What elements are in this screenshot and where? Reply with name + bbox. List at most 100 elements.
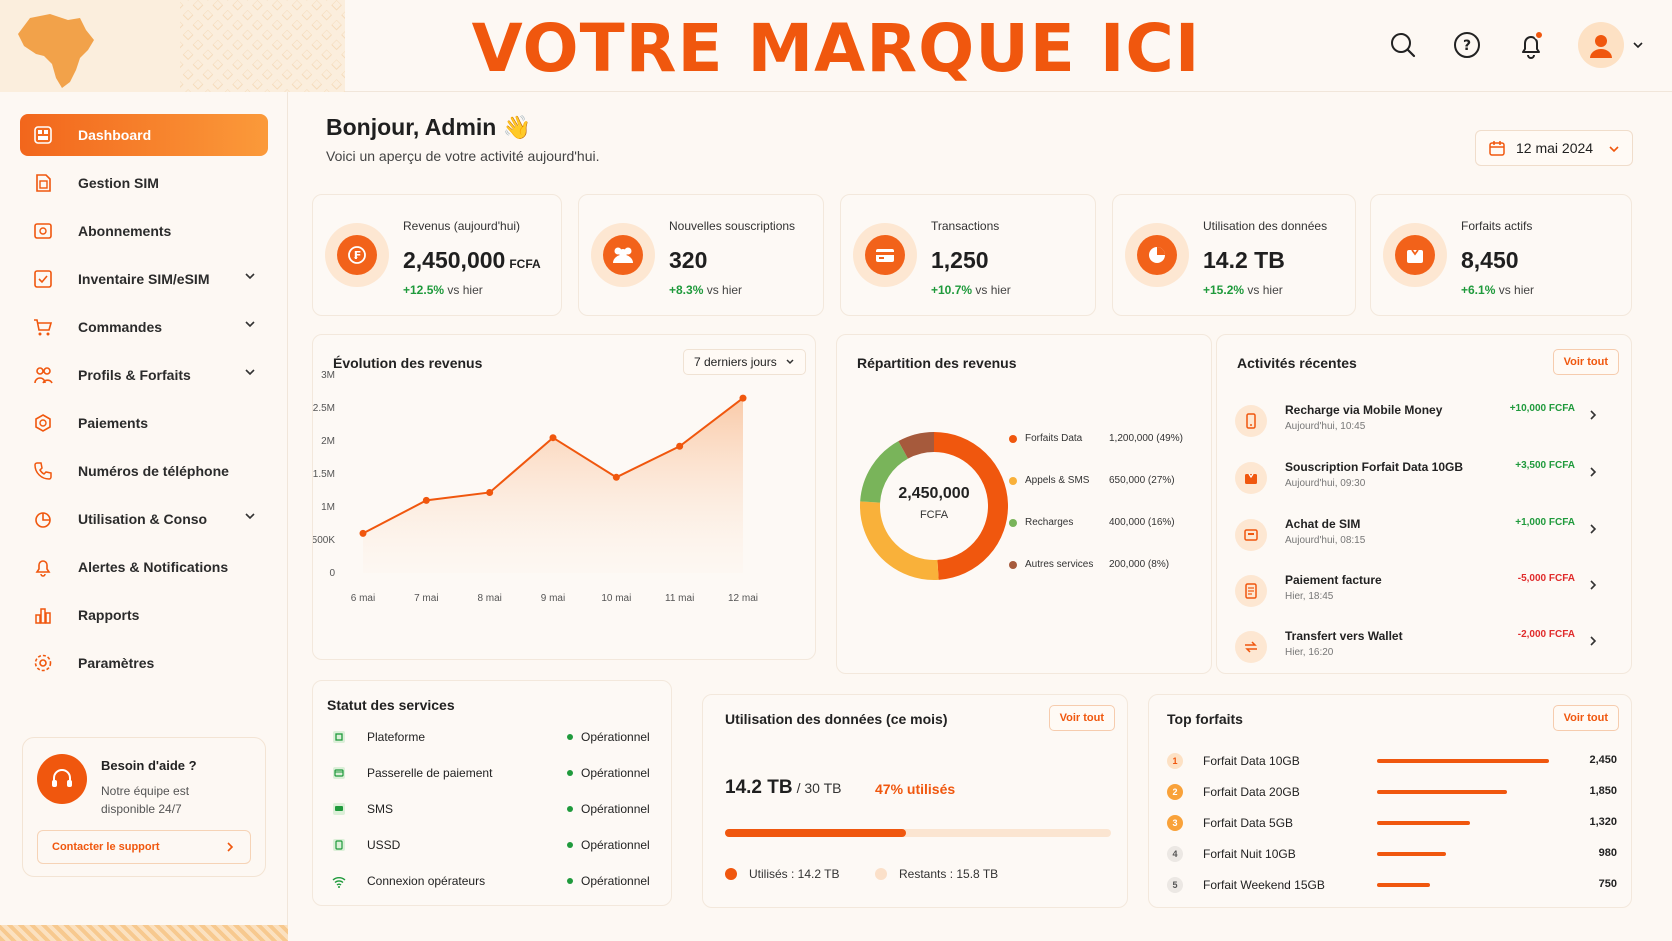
phone-icon <box>32 460 54 482</box>
africa-logo-icon <box>18 0 345 92</box>
forfait-value: 2,450 <box>1589 754 1617 766</box>
forfait-name: Forfait Nuit 10GB <box>1203 847 1296 861</box>
activities-title: Activités récentes <box>1237 355 1357 371</box>
rank-badge: 4 <box>1167 846 1183 862</box>
sidebar-item-utilisation[interactable]: Utilisation & Conso <box>20 498 268 540</box>
server-icon <box>333 731 345 743</box>
sidebar-item-gestion-sim[interactable]: Gestion SIM <box>20 162 268 204</box>
chevron-down-icon <box>1609 146 1619 153</box>
legend-label: Utilisés : 14.2 TB <box>749 867 840 881</box>
activity-time: Aujourd'hui, 09:30 <box>1285 478 1366 489</box>
service-name: USSD <box>367 838 401 852</box>
sidebar-item-alertes[interactable]: Alertes & Notifications <box>20 546 268 588</box>
service-status-label: Opérationnel <box>581 802 650 816</box>
donut-legend-item: Forfaits Data 1,200,000 (49%) <box>1009 433 1183 444</box>
activities-see-all-button[interactable]: Voir tout <box>1552 349 1619 375</box>
y-tick-label: 1M <box>321 502 335 513</box>
kpi-delta-value: +8.3% <box>669 283 704 297</box>
sidebar-item-abonnements[interactable]: Abonnements <box>20 210 268 252</box>
legend-dot <box>1009 476 1017 485</box>
x-tick-label: 8 mai <box>477 593 501 604</box>
service-status: Opérationnel <box>567 766 650 780</box>
sidebar-item-label: Utilisation & Conso <box>78 511 208 527</box>
chevron-down-icon[interactable] <box>244 366 256 378</box>
activity-item[interactable]: Paiement facture Hier, 18:45 -5,000 FCFA <box>1229 567 1609 623</box>
date-picker[interactable]: 12 mai 2024 <box>1475 130 1633 166</box>
chevron-down-icon[interactable] <box>244 270 256 282</box>
kpi-card-donnees: Utilisation des données 14.2 TB +15.2% v… <box>1112 194 1356 316</box>
page-title: Bonjour, Admin 👋 <box>326 114 532 140</box>
usage-legend-used: Utilisés : 14.2 TB <box>725 867 839 881</box>
activity-title: Souscription Forfait Data 10GB <box>1285 460 1464 474</box>
sidebar-item-label: Gestion SIM <box>78 175 159 191</box>
avatar[interactable] <box>1578 22 1624 68</box>
usage-used-value: 14.2 TB <box>725 777 793 798</box>
chevron-down-icon[interactable] <box>1632 39 1644 51</box>
revenue-area <box>363 398 743 573</box>
top-forfait-row: 4 Forfait Nuit 10GB 980 <box>1167 844 1627 866</box>
service-row: USSD Opérationnel <box>331 837 661 857</box>
kpi-label: Forfaits actifs <box>1461 219 1533 233</box>
sim-icon <box>32 172 54 194</box>
donut-slice <box>860 441 909 504</box>
activity-item[interactable]: Transfert vers Wallet Hier, 16:20 -2,000… <box>1229 623 1609 679</box>
sidebar-item-paiements[interactable]: Paiements <box>20 402 268 444</box>
sidebar-item-parametres[interactable]: Paramètres <box>20 642 268 684</box>
legend-label: Forfaits Data <box>1025 433 1083 444</box>
top-forfaits-card: Top forfaits Voir tout 1 Forfait Data 10… <box>1148 694 1632 908</box>
forfait-value: 1,850 <box>1589 785 1617 797</box>
status-dot <box>567 842 573 848</box>
transfer-icon <box>1235 631 1267 663</box>
top-forfaits-see-all-button[interactable]: Voir tout <box>1552 705 1619 731</box>
period-select[interactable]: 7 derniers jours <box>683 349 806 375</box>
kpi-card-revenus: ₣ Revenus (aujourd'hui) 2,450,000 FCFA +1… <box>312 194 562 316</box>
kpi-label: Revenus (aujourd'hui) <box>403 219 521 233</box>
bell-icon[interactable] <box>1514 28 1548 62</box>
chevron-down-icon[interactable] <box>244 510 256 522</box>
forfait-value: 750 <box>1598 878 1617 890</box>
activity-time: Hier, 18:45 <box>1285 591 1334 602</box>
users-icon <box>591 223 655 287</box>
donut-slice <box>898 432 935 459</box>
message-icon <box>333 803 345 815</box>
rank-badge: 3 <box>1167 815 1183 831</box>
help-icon[interactable]: ? <box>1450 28 1484 62</box>
chevron-down-icon[interactable] <box>244 318 256 330</box>
card-icon <box>333 767 345 779</box>
chevron-down-icon <box>786 359 794 365</box>
headset-icon <box>37 754 87 804</box>
contact-support-label: Contacter le support <box>52 841 160 853</box>
revenue-point <box>486 488 494 496</box>
sidebar-item-label: Rapports <box>78 607 140 623</box>
legend-value: 400,000 (16%) <box>1109 517 1175 528</box>
top-forfait-row: 3 Forfait Data 5GB 1,320 <box>1167 813 1627 835</box>
activity-item[interactable]: Souscription Forfait Data 10GB Aujourd'h… <box>1229 454 1609 510</box>
user-menu[interactable] <box>1578 22 1644 68</box>
sidebar-item-profils[interactable]: Profils & Forfaits <box>20 354 268 396</box>
sidebar-item-label: Commandes <box>78 319 163 335</box>
contact-support-button[interactable]: Contacter le support <box>37 830 251 864</box>
forfait-bar <box>1377 790 1507 794</box>
activity-item[interactable]: Recharge via Mobile Money Aujourd'hui, 1… <box>1229 397 1609 453</box>
forfait-name: Forfait Data 20GB <box>1203 785 1300 799</box>
usage-percent: 47% utilisés <box>875 781 956 797</box>
usage-title: Utilisation des données (ce mois) <box>725 711 948 727</box>
sidebar-item-commandes[interactable]: Commandes <box>20 306 268 348</box>
activity-amount: +1,000 FCFA <box>1515 517 1575 528</box>
search-icon[interactable] <box>1386 28 1420 62</box>
activity-time: Aujourd'hui, 10:45 <box>1285 421 1366 432</box>
kpi-value: 8,450 <box>1461 247 1519 273</box>
activity-item[interactable]: Achat de SIM Aujourd'hui, 08:15 +1,000 F… <box>1229 511 1609 567</box>
top-forfait-row: 1 Forfait Data 10GB 2,450 <box>1167 751 1627 773</box>
top-forfaits-title: Top forfaits <box>1167 711 1243 727</box>
usage-see-all-button[interactable]: Voir tout <box>1048 705 1115 731</box>
sidebar-item-numeros[interactable]: Numéros de téléphone <box>20 450 268 492</box>
kpi-label: Transactions <box>931 219 1000 233</box>
donut-slice <box>933 432 1008 580</box>
sidebar-item-rapports[interactable]: Rapports <box>20 594 268 636</box>
sidebar-item-inventaire[interactable]: Inventaire SIM/eSIM <box>20 258 268 300</box>
sidebar-item-dashboard[interactable]: Dashboard <box>20 114 268 156</box>
legend-dot <box>1009 518 1017 527</box>
status-dot <box>567 878 573 884</box>
cart-icon <box>32 316 54 338</box>
